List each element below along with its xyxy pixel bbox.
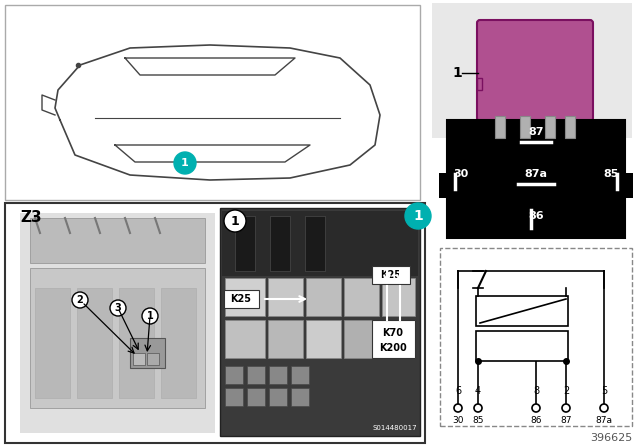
Text: K25: K25 bbox=[230, 294, 252, 304]
Bar bbox=[305, 216, 325, 271]
Bar bbox=[447, 120, 625, 238]
Circle shape bbox=[110, 300, 126, 316]
Bar bbox=[291, 388, 309, 406]
Bar bbox=[545, 116, 555, 138]
Circle shape bbox=[142, 308, 158, 324]
Circle shape bbox=[474, 404, 482, 412]
Bar bbox=[269, 366, 287, 384]
Text: 86: 86 bbox=[531, 416, 541, 425]
Bar bbox=[306, 278, 341, 316]
Bar bbox=[269, 388, 287, 406]
Bar bbox=[372, 266, 410, 284]
Text: 1: 1 bbox=[230, 215, 239, 228]
Text: 87: 87 bbox=[528, 127, 544, 137]
Text: 87: 87 bbox=[560, 416, 572, 425]
Text: Z3: Z3 bbox=[20, 210, 42, 225]
Text: K25: K25 bbox=[381, 270, 401, 280]
Circle shape bbox=[224, 210, 246, 232]
Text: 5: 5 bbox=[601, 386, 607, 396]
Text: 8: 8 bbox=[533, 386, 539, 396]
Bar bbox=[119, 288, 154, 398]
Bar bbox=[30, 268, 205, 408]
Text: 30: 30 bbox=[453, 169, 468, 179]
Circle shape bbox=[454, 404, 462, 412]
Bar bbox=[130, 338, 165, 368]
Bar bbox=[222, 211, 418, 276]
Bar bbox=[268, 278, 303, 316]
Text: 87a: 87a bbox=[525, 169, 547, 179]
Bar bbox=[623, 173, 633, 198]
Bar bbox=[268, 320, 303, 358]
Bar bbox=[439, 173, 449, 198]
Text: 396625: 396625 bbox=[589, 433, 632, 443]
Bar bbox=[382, 320, 415, 358]
Bar bbox=[247, 366, 265, 384]
Text: 4: 4 bbox=[475, 386, 481, 396]
Bar bbox=[440, 248, 632, 426]
Circle shape bbox=[562, 404, 570, 412]
Text: 1: 1 bbox=[181, 158, 189, 168]
Text: 1: 1 bbox=[413, 209, 423, 223]
FancyBboxPatch shape bbox=[477, 20, 593, 121]
Bar bbox=[495, 116, 505, 138]
Bar bbox=[5, 203, 425, 443]
Bar bbox=[161, 288, 196, 398]
Bar bbox=[372, 320, 415, 358]
Circle shape bbox=[72, 292, 88, 308]
Text: 6: 6 bbox=[455, 386, 461, 396]
Text: 3: 3 bbox=[115, 303, 122, 313]
Bar bbox=[224, 290, 259, 308]
Bar bbox=[477, 78, 482, 90]
Bar bbox=[147, 353, 159, 365]
Bar bbox=[225, 320, 265, 358]
Bar bbox=[476, 296, 568, 326]
Bar bbox=[225, 388, 243, 406]
Text: 2: 2 bbox=[77, 295, 83, 305]
Circle shape bbox=[600, 404, 608, 412]
Bar bbox=[344, 278, 379, 316]
Text: 1: 1 bbox=[147, 311, 154, 321]
Text: 86: 86 bbox=[528, 211, 544, 221]
Bar bbox=[520, 116, 530, 138]
Bar bbox=[35, 288, 70, 398]
Bar bbox=[432, 3, 632, 138]
Circle shape bbox=[174, 152, 196, 174]
Circle shape bbox=[532, 404, 540, 412]
Bar bbox=[344, 320, 379, 358]
Text: 85: 85 bbox=[604, 169, 619, 179]
Text: K200: K200 bbox=[379, 343, 407, 353]
Text: 2: 2 bbox=[563, 386, 569, 396]
Bar bbox=[565, 116, 575, 138]
Text: 87a: 87a bbox=[595, 416, 612, 425]
Bar bbox=[247, 388, 265, 406]
Bar bbox=[5, 5, 420, 200]
Bar bbox=[235, 216, 255, 271]
Text: 30: 30 bbox=[452, 416, 464, 425]
Text: 85: 85 bbox=[472, 416, 484, 425]
Text: 1: 1 bbox=[452, 66, 462, 80]
Bar bbox=[30, 218, 205, 263]
Bar bbox=[306, 320, 341, 358]
Text: K70: K70 bbox=[383, 328, 403, 338]
Bar bbox=[270, 216, 290, 271]
Bar bbox=[133, 353, 145, 365]
Bar bbox=[220, 208, 420, 436]
Bar bbox=[225, 278, 265, 316]
Circle shape bbox=[405, 203, 431, 229]
Bar bbox=[20, 213, 215, 433]
Bar bbox=[476, 331, 568, 361]
Bar bbox=[225, 366, 243, 384]
Bar bbox=[291, 366, 309, 384]
Bar bbox=[382, 278, 415, 316]
Text: S014480017: S014480017 bbox=[372, 425, 417, 431]
Bar bbox=[77, 288, 112, 398]
